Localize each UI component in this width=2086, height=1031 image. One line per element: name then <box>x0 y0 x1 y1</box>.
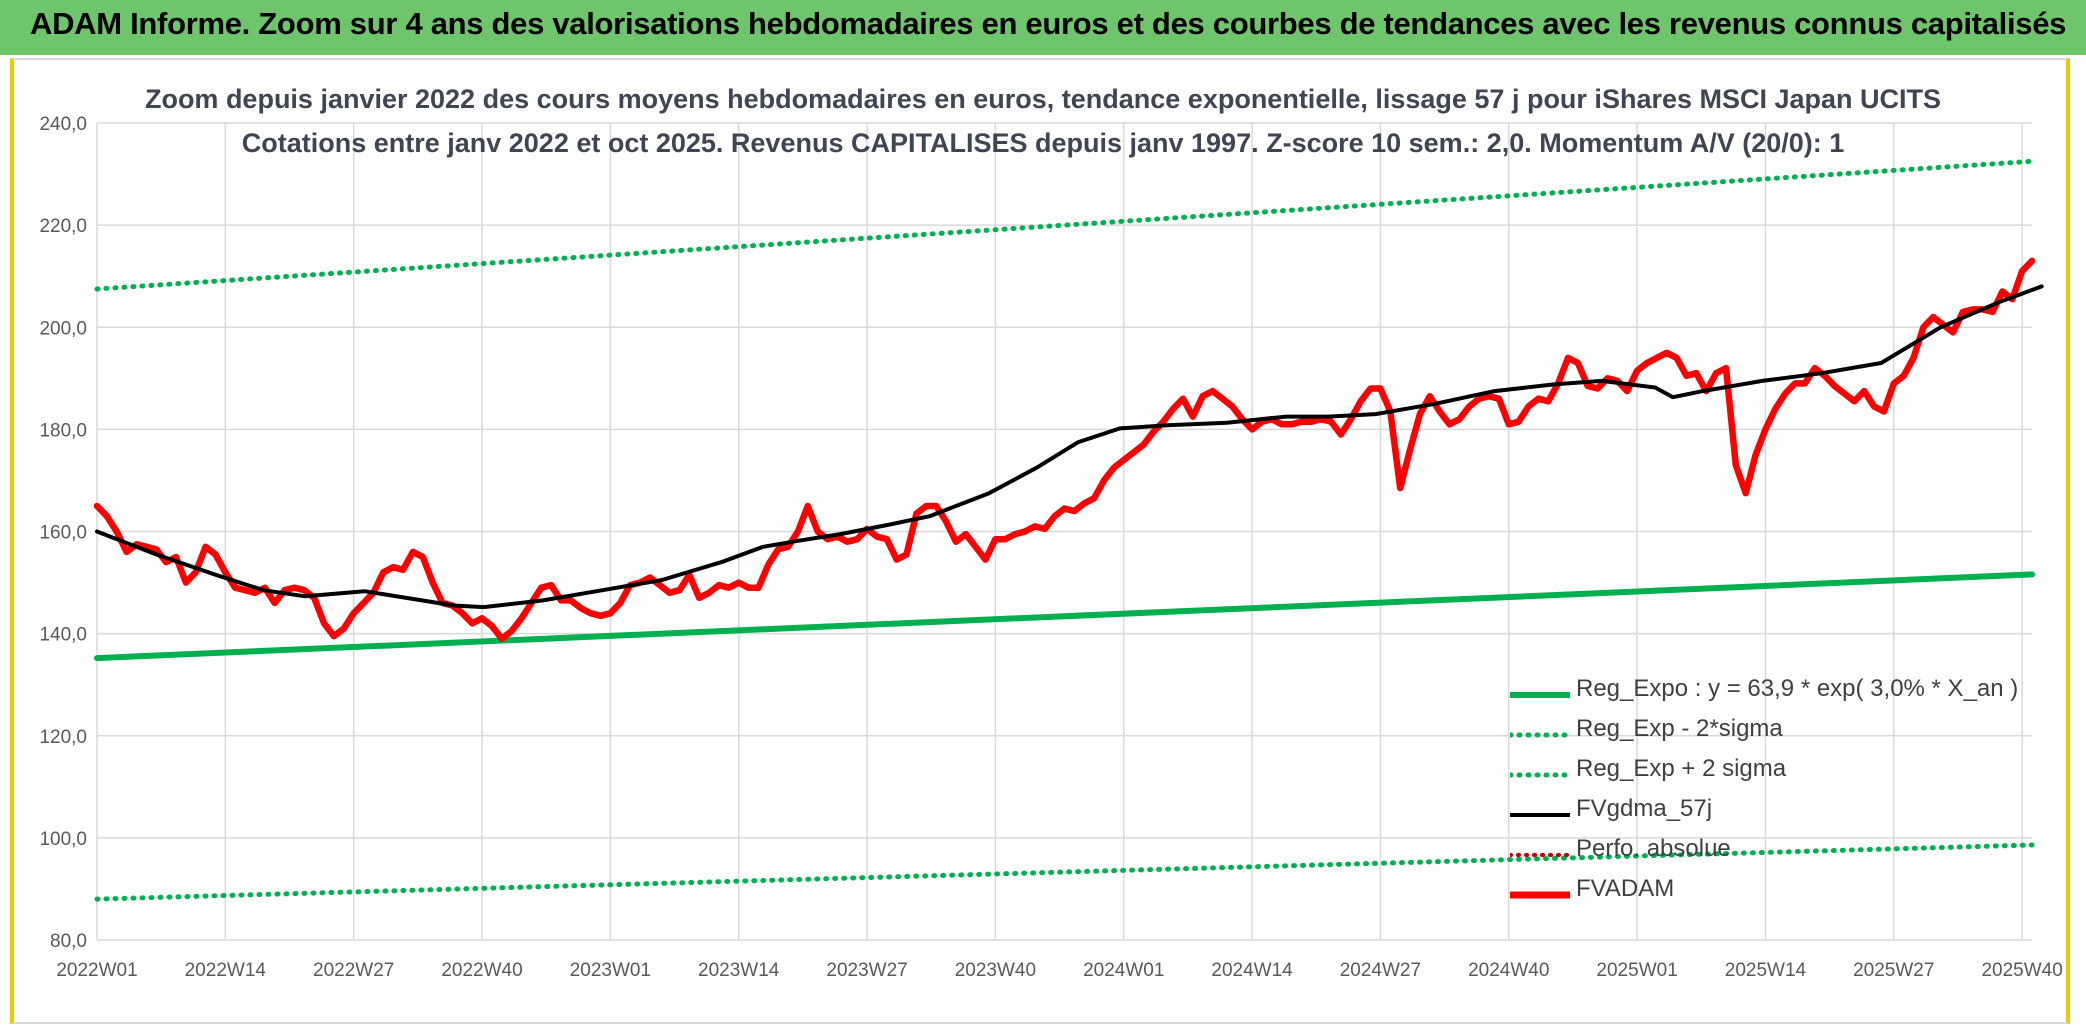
legend-swatch-reg-expo <box>1510 692 1570 698</box>
y-tick-label: 140,0 <box>39 625 87 646</box>
legend-swatch-fvgdma <box>1510 813 1570 817</box>
report-header-bar: ADAM Informe. Zoom sur 4 ans des valoris… <box>0 0 2086 55</box>
y-tick-label: 240,0 <box>39 114 87 135</box>
legend-label-reg-exp-plus: Reg_Exp + 2 sigma <box>1576 755 1787 782</box>
x-tick-label: 2025W40 <box>1981 960 2062 981</box>
series-line-5 <box>93 257 2036 642</box>
y-tick-label: 100,0 <box>39 829 87 850</box>
legend-label-fvadam: FVADAM <box>1576 875 1675 902</box>
series-line-0 <box>94 571 2035 662</box>
x-tick-label: 2025W27 <box>1853 960 1934 981</box>
x-tick-label: 2023W27 <box>826 960 907 981</box>
y-tick-label: 200,0 <box>39 318 87 339</box>
x-tick-label: 2022W27 <box>313 960 394 981</box>
chart-title: Zoom depuis janvier 2022 des cours moyen… <box>144 84 1942 114</box>
legend-swatch-perfo-absolue <box>1510 853 1572 857</box>
x-tick-label: 2025W14 <box>1725 960 1807 981</box>
chart-subtitle: Cotations entre janv 2022 et oct 2025. R… <box>241 128 1845 158</box>
x-tick-label: 2024W14 <box>1211 960 1293 981</box>
legend-label-reg-expo: Reg_Expo : y = 63,9 * exp( 3,0% * X_an ) <box>1576 675 2019 702</box>
report-title: ADAM Informe. Zoom sur 4 ans des valoris… <box>30 6 2067 41</box>
legend-label-perfo-absolue: Perfo. absolue <box>1576 835 1731 862</box>
x-tick-label: 2022W14 <box>185 960 267 981</box>
series-line-1 <box>94 842 2035 902</box>
legend-label-reg-exp-minus: Reg_Exp - 2*sigma <box>1576 715 1783 742</box>
y-tick-label: 220,0 <box>39 216 87 237</box>
y-tick-label: 80,0 <box>50 931 87 952</box>
series-line-2 <box>94 158 2035 292</box>
x-tick-label: 2022W01 <box>56 960 137 981</box>
y-tick-label: 160,0 <box>39 523 87 544</box>
legend-swatch-reg-exp-minus <box>1510 732 1573 738</box>
x-tick-label: 2025W01 <box>1596 960 1677 981</box>
x-tick-label: 2024W27 <box>1340 960 1421 981</box>
legend-label-fvgdma: FVgdma_57j <box>1576 795 1713 822</box>
x-tick-label: 2023W14 <box>698 960 780 981</box>
series-line-3 <box>95 284 2044 610</box>
x-tick-label: 2022W40 <box>441 960 522 981</box>
legend-swatch-reg-exp-plus <box>1510 772 1573 778</box>
x-tick-label: 2024W01 <box>1083 960 1164 981</box>
y-tick-label: 120,0 <box>39 727 87 748</box>
x-tick-label: 2023W40 <box>955 960 1036 981</box>
x-tick-label: 2023W01 <box>570 960 651 981</box>
y-tick-label: 180,0 <box>39 420 87 441</box>
x-tick-label: 2024W40 <box>1468 960 1549 981</box>
legend-swatch-fvadam <box>1510 891 1570 899</box>
